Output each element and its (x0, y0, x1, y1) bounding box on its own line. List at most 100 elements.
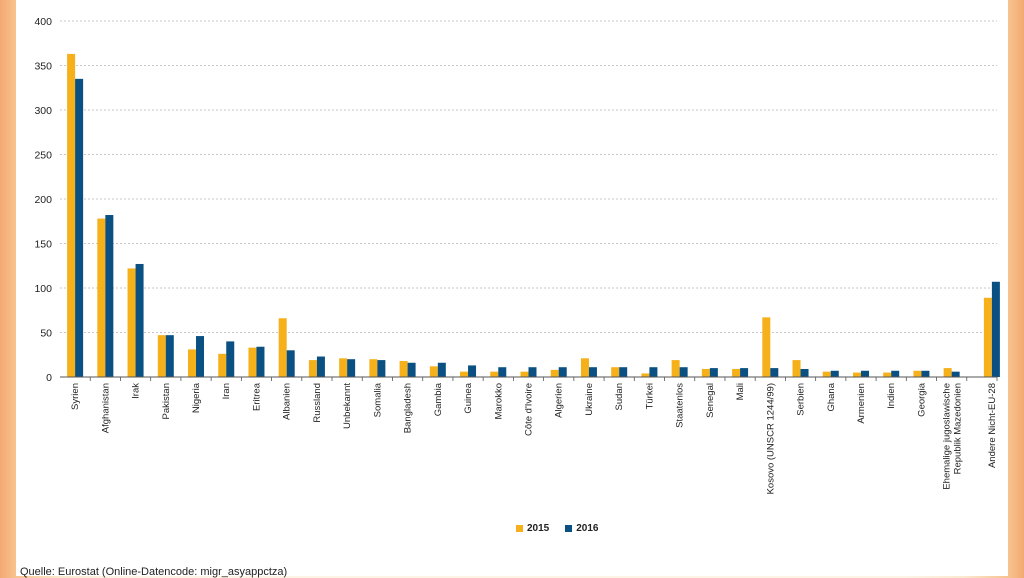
bar-2015 (127, 268, 136, 377)
bar-2016 (740, 368, 749, 377)
y-tick-label: 400 (34, 16, 52, 28)
bar-2015 (429, 366, 438, 377)
x-tick-label: Syrien (70, 383, 81, 410)
bar-2015 (308, 360, 317, 377)
bar-2015 (218, 353, 227, 377)
bar-2015 (671, 360, 680, 377)
legend-swatch-2016 (565, 525, 573, 532)
bar-2016 (196, 336, 205, 377)
legend-label-2015: 2015 (527, 523, 550, 534)
y-tick-label: 0 (46, 372, 52, 384)
x-tick-label: Kosovo (UNSCR 1244/99) (765, 383, 776, 494)
bar-2015 (943, 368, 952, 377)
bar-2016 (588, 367, 597, 377)
bar-2015 (550, 369, 559, 377)
x-tick-label: Gambia (433, 382, 444, 416)
bar-2016 (921, 370, 930, 377)
source-note: Quelle: Eurostat (Online-Datencode: migr… (20, 566, 288, 578)
x-tick-label: Republik Mazedonien (953, 383, 964, 474)
bar-2016 (528, 367, 537, 377)
bar-2015 (701, 368, 710, 377)
bar-2015 (339, 358, 348, 377)
chart-panel: 0 50 100 150 200 250 300 350 400 Syrien Afghanista… (16, 0, 1008, 576)
bar-2015 (580, 358, 589, 377)
x-tick-label: Serbien (796, 383, 807, 416)
x-tick-label: Albanien (282, 383, 293, 420)
bar-2015 (852, 372, 861, 377)
bar-2016 (619, 367, 628, 377)
bar-2016 (105, 215, 114, 377)
bar-2016 (286, 350, 295, 377)
y-tick-label: 350 (34, 61, 52, 73)
legend-item-2016: 2016 (565, 523, 599, 534)
bar-2015 (732, 368, 741, 377)
bar-2016 (860, 370, 869, 377)
bar-2016 (407, 362, 416, 377)
x-tick-label: Somalia (372, 382, 383, 417)
bar-2015 (188, 349, 197, 377)
bar-2016 (347, 359, 356, 377)
x-tick-label: Afghanistan (100, 383, 111, 433)
x-tick-label: Pakistan (161, 383, 172, 419)
bar-2016 (75, 78, 84, 377)
bar-2016 (498, 367, 507, 377)
x-tick-label: Marokko (493, 383, 504, 419)
bar-2015 (611, 367, 620, 377)
legend-item-2015: 2015 (516, 523, 549, 534)
bar-2015 (792, 360, 801, 377)
bar-2015 (883, 372, 892, 377)
bar-2015 (913, 370, 922, 377)
bar-2015 (278, 318, 287, 377)
bar-2015 (460, 371, 469, 377)
bar-2016 (165, 335, 174, 377)
y-tick-label: 50 (40, 328, 52, 340)
x-tick-label: Türkei (644, 383, 655, 409)
x-tick-label: Sudan (614, 383, 625, 410)
bar-2016 (377, 360, 386, 377)
bar-2016 (800, 368, 809, 377)
y-tick-label: 300 (34, 105, 52, 117)
bar-2015 (520, 371, 529, 377)
x-tick-label: Unbekannt (342, 383, 353, 429)
x-tick-label: Russland (312, 383, 323, 423)
x-tick-label: Senegal (705, 383, 716, 418)
bar-2015 (157, 335, 166, 377)
y-tick-label: 200 (34, 194, 52, 206)
bar-2015 (490, 371, 499, 377)
x-tick-label: Iran (221, 383, 232, 399)
bar-2015 (97, 218, 106, 377)
bar-2015 (822, 371, 831, 377)
bar-2016 (679, 367, 688, 377)
bar-2016 (770, 368, 779, 377)
bar-2016 (991, 281, 1000, 377)
bar-2015 (248, 347, 257, 377)
x-tick-label: Ehemalige jugoslawische (942, 383, 953, 490)
y-tick-label: 250 (34, 150, 52, 162)
bar-2016 (891, 370, 900, 377)
bar-2015 (399, 360, 408, 377)
bar-2016 (709, 368, 718, 377)
x-tick-label: Ghana (826, 382, 837, 411)
x-tick-label: Guinea (463, 382, 474, 413)
legend-swatch-2015 (516, 525, 523, 532)
bar-2016 (437, 362, 446, 377)
x-tick-label: Mali (735, 383, 746, 400)
x-tick-label: Armenien (856, 383, 867, 424)
x-tick-label: Nigeria (191, 382, 202, 413)
bar-2016 (951, 371, 960, 377)
bar-2016 (226, 341, 235, 377)
legend-label-2016: 2016 (576, 523, 599, 534)
x-tick-label: Staatenlos (675, 383, 686, 428)
x-tick-label: Ukraine (584, 383, 595, 416)
bar-2016 (256, 346, 265, 377)
bar-2016 (135, 263, 144, 377)
bar-2016 (558, 367, 567, 377)
bar-2016 (468, 365, 477, 377)
bar-2015 (641, 373, 650, 377)
y-tick-label: 100 (34, 283, 52, 295)
x-tick-label: Eritrea (251, 382, 262, 411)
legend: 2015 2016 (516, 523, 599, 534)
bar-2016 (649, 367, 658, 377)
x-tick-label: Côte d'Ivoire (524, 383, 535, 436)
bar-2015 (983, 297, 992, 377)
